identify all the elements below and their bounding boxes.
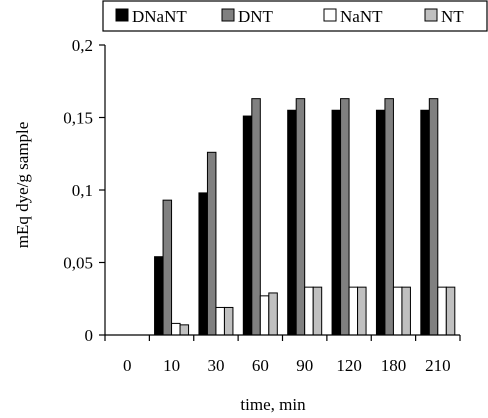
bar-NT-60 <box>268 292 278 336</box>
legend-label-NT: NT <box>441 7 464 26</box>
bar-DNaNT-210 <box>420 109 430 336</box>
bar-DNT-120 <box>340 98 350 336</box>
x-tick-label: 60 <box>252 356 269 375</box>
bar-DNT-30 <box>206 151 217 336</box>
y-tick-label: 0,1 <box>72 181 93 200</box>
legend-box <box>102 0 488 32</box>
bar-NaNT-180 <box>392 286 403 336</box>
bar-DNT-210 <box>428 98 439 336</box>
y-tick-label: 0 <box>85 326 94 345</box>
x-tick-label: 10 <box>163 356 180 375</box>
bar-NT-90 <box>312 286 323 336</box>
x-tick-label: 180 <box>381 356 407 375</box>
y-tick-label: 0,15 <box>63 109 93 128</box>
bar-DNaNT-120 <box>331 109 342 336</box>
bar-NaNT-60 <box>259 295 270 336</box>
bar-NaNT-210 <box>437 286 447 336</box>
y-axis: 0 0,05 0,1 0,15 0,2 <box>63 36 106 345</box>
legend-swatch-DNT <box>221 8 235 22</box>
x-axis: 0 10 30 60 90 120 180 210 <box>104 334 461 375</box>
bar-DNT-180 <box>384 98 394 336</box>
x-tick-label: 120 <box>336 356 362 375</box>
legend-label-DNaNT: DNaNT <box>132 7 187 26</box>
bar-DNaNT-90 <box>287 109 297 336</box>
x-tick-label: 90 <box>296 356 313 375</box>
x-tick-label: 30 <box>207 356 224 375</box>
x-axis-label: time, min <box>240 395 306 414</box>
legend-label-DNT: DNT <box>238 7 274 26</box>
legend-label-NaNT: NaNT <box>340 7 383 26</box>
y-axis-label: mEq dye/g sample <box>13 122 32 249</box>
bars <box>154 98 456 336</box>
bar-NaNT-90 <box>304 286 314 336</box>
legend-swatch-NaNT <box>323 8 337 22</box>
y-tick-label: 0,2 <box>72 36 93 55</box>
legend: DNaNT DNT NaNT NT <box>102 0 488 32</box>
bar-DNT-10 <box>162 199 173 336</box>
bar-NaNT-120 <box>348 286 359 336</box>
bar-DNaNT-10 <box>154 256 164 336</box>
x-tick-label: 0 <box>123 356 132 375</box>
legend-swatch-DNaNT <box>115 8 129 22</box>
bar-NaNT-10 <box>171 322 181 336</box>
legend-swatch-NT <box>424 8 438 22</box>
bar-NT-30 <box>223 306 234 336</box>
bar-NaNT-30 <box>215 306 225 336</box>
x-tick-label: 210 <box>425 356 451 375</box>
bar-DNaNT-60 <box>242 115 253 336</box>
bar-NT-180 <box>401 286 411 336</box>
bar-NT-210 <box>445 286 456 336</box>
bar-DNaNT-180 <box>375 109 386 336</box>
bar-DNaNT-30 <box>198 192 208 336</box>
bar-NT-10 <box>179 324 190 336</box>
bar-DNT-90 <box>295 98 306 336</box>
y-tick-label: 0,05 <box>63 254 93 273</box>
bar-DNT-60 <box>251 98 261 336</box>
bar-NT-120 <box>357 286 367 336</box>
